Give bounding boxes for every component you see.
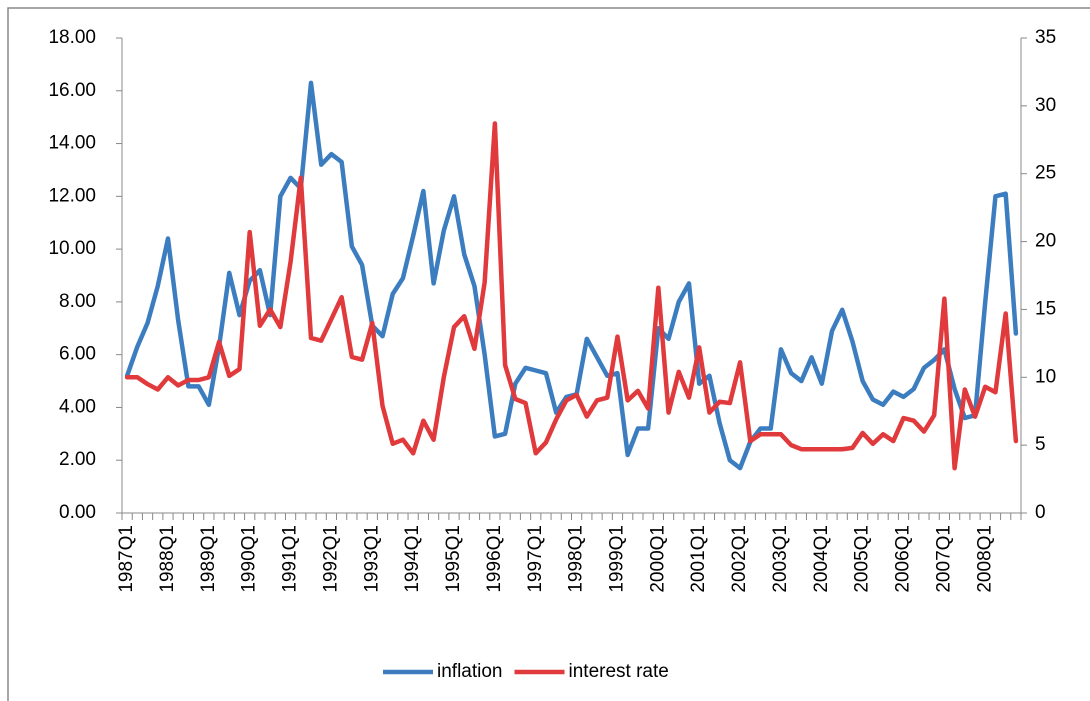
y2-tick-label: 0 xyxy=(1035,502,1046,523)
y-tick-label: 12.00 xyxy=(48,185,96,206)
x-tick-label: 2004Q1 xyxy=(811,525,832,593)
x-tick-label: 1992Q1 xyxy=(320,525,341,593)
x-tick-label: 1994Q1 xyxy=(402,525,423,593)
y2-tick-label: 10 xyxy=(1035,366,1056,387)
y-tick-label: 16.00 xyxy=(48,80,96,101)
x-tick-label: 1996Q1 xyxy=(484,525,505,593)
y-tick-label: 2.00 xyxy=(59,449,96,470)
x-tick-label: 2007Q1 xyxy=(933,525,954,593)
y2-tick-label: 15 xyxy=(1035,298,1056,319)
x-tick-label: 1999Q1 xyxy=(606,525,627,593)
x-tick-label: 1989Q1 xyxy=(198,525,219,593)
x-tick-label: 1988Q1 xyxy=(157,525,178,593)
y-tick-label: 6.00 xyxy=(59,344,96,365)
x-tick-label: 2005Q1 xyxy=(852,525,873,593)
series-line xyxy=(124,80,1019,471)
y-tick-label: 4.00 xyxy=(59,396,96,417)
x-tick-label: 1991Q1 xyxy=(280,525,301,593)
x-tick-label: 1995Q1 xyxy=(443,525,464,593)
y-tick-label: 8.00 xyxy=(59,291,96,312)
y2-tick-label: 5 xyxy=(1035,434,1046,455)
x-tick-label: 1993Q1 xyxy=(361,525,382,593)
y2-tick-label: 20 xyxy=(1035,231,1056,252)
series-line xyxy=(124,121,1019,471)
y-tick-label: 0.00 xyxy=(59,502,96,523)
y2-tick-label: 25 xyxy=(1035,163,1056,184)
y2-tick-label: 35 xyxy=(1035,27,1056,48)
legend-label: inflation xyxy=(437,661,503,682)
x-tick-label: 2000Q1 xyxy=(647,525,668,593)
x-tick-label: 2001Q1 xyxy=(688,525,709,593)
y-tick-label: 14.00 xyxy=(48,133,96,154)
legend-label: interest rate xyxy=(569,661,669,682)
y-tick-label: 10.00 xyxy=(48,238,96,259)
x-tick-label: 2003Q1 xyxy=(770,525,791,593)
x-tick-label: 2006Q1 xyxy=(893,525,914,593)
y2-tick-label: 30 xyxy=(1035,95,1056,116)
x-tick-label: 2008Q1 xyxy=(974,525,995,593)
x-tick-label: 1990Q1 xyxy=(239,525,260,593)
chart-frame xyxy=(7,7,1090,701)
x-tick-label: 1997Q1 xyxy=(525,525,546,593)
y-tick-label: 18.00 xyxy=(48,27,96,48)
x-tick-label: 1987Q1 xyxy=(116,525,137,593)
x-tick-label: 1998Q1 xyxy=(566,525,587,593)
x-tick-label: 2002Q1 xyxy=(729,525,750,593)
